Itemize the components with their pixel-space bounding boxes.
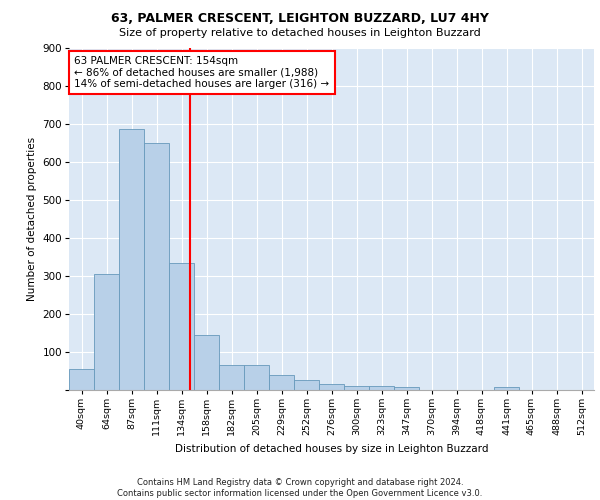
Bar [394,387,419,390]
Bar [69,369,94,390]
Text: 63 PALMER CRESCENT: 154sqm
← 86% of detached houses are smaller (1,988)
14% of s: 63 PALMER CRESCENT: 154sqm ← 86% of deta… [74,56,329,90]
Text: Size of property relative to detached houses in Leighton Buzzard: Size of property relative to detached ho… [119,28,481,38]
Bar [194,335,219,390]
Bar [494,387,519,390]
Text: 63, PALMER CRESCENT, LEIGHTON BUZZARD, LU7 4HY: 63, PALMER CRESCENT, LEIGHTON BUZZARD, L… [111,12,489,26]
Bar [369,386,394,390]
Bar [169,262,194,390]
Bar [244,366,269,390]
Bar [269,375,294,390]
Bar [119,130,144,390]
X-axis label: Distribution of detached houses by size in Leighton Buzzard: Distribution of detached houses by size … [175,444,488,454]
Bar [344,386,369,390]
Bar [94,274,119,390]
Text: Contains HM Land Registry data © Crown copyright and database right 2024.
Contai: Contains HM Land Registry data © Crown c… [118,478,482,498]
Bar [219,366,244,390]
Bar [319,384,344,390]
Y-axis label: Number of detached properties: Number of detached properties [27,136,37,301]
Bar [144,142,169,390]
Bar [294,380,319,390]
